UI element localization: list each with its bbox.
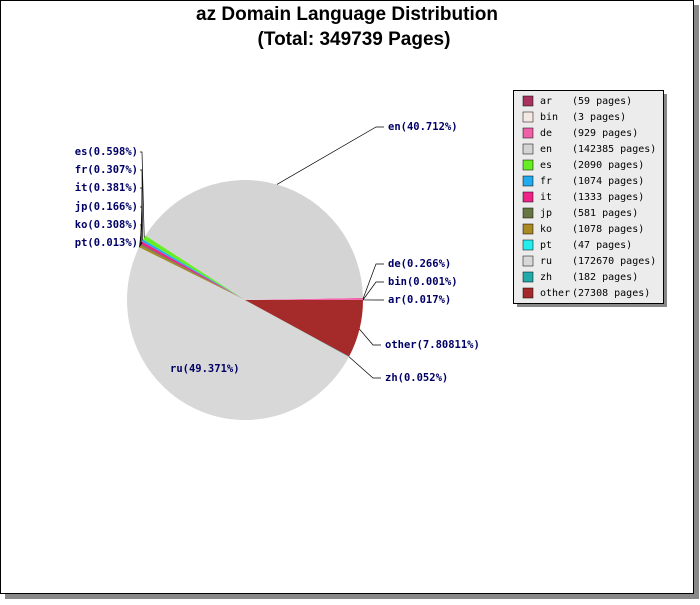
legend-swatch — [523, 256, 533, 266]
slice-label: ar(0.017%) — [388, 294, 451, 306]
legend-swatch — [523, 112, 533, 122]
legend-pages: (47 pages) — [572, 240, 632, 251]
legend-pages: (3 pages) — [572, 112, 626, 123]
legend-swatch — [523, 160, 533, 170]
legend-label: de — [540, 128, 552, 139]
legend-pages: (1333 pages) — [572, 192, 644, 203]
legend-swatch — [523, 224, 533, 234]
slice-label: it(0.381%) — [75, 182, 138, 194]
legend-swatch — [523, 288, 533, 298]
legend-pages: (1074 pages) — [572, 176, 644, 187]
slice-label: es(0.598%) — [75, 146, 138, 158]
legend-label: ru — [540, 256, 552, 267]
legend-label: it — [540, 192, 552, 203]
slice-label: ru(49.371%) — [170, 363, 240, 375]
legend-label: ar — [540, 96, 552, 107]
legend-swatch — [523, 272, 533, 282]
slice-label: fr(0.307%) — [75, 164, 138, 176]
slice-label: ko(0.308%) — [75, 219, 138, 231]
legend-pages: (1078 pages) — [572, 224, 644, 235]
slice-label: jp(0.166%) — [75, 201, 138, 213]
legend-pages: (182 pages) — [572, 272, 638, 283]
slice-label: de(0.266%) — [388, 258, 451, 270]
legend-label: jp — [540, 208, 552, 219]
legend-pages: (172670 pages) — [572, 256, 656, 267]
slice-label: zh(0.052%) — [385, 372, 448, 384]
legend-pages: (142385 pages) — [572, 144, 656, 155]
legend-swatch — [523, 176, 533, 186]
legend-label: en — [540, 144, 552, 155]
legend-pages: (929 pages) — [572, 128, 638, 139]
legend-label: fr — [540, 176, 552, 187]
chart-subtitle: (Total: 349739 Pages) — [258, 29, 451, 50]
legend-swatch — [523, 192, 533, 202]
legend-swatch — [523, 96, 533, 106]
slice-label: other(7.80811%) — [385, 339, 480, 351]
legend-pages: (581 pages) — [572, 208, 638, 219]
legend-swatch — [523, 240, 533, 250]
legend-pages: (27308 pages) — [572, 288, 650, 299]
slice-label: bin(0.001%) — [388, 276, 458, 288]
legend-label: ko — [540, 224, 552, 235]
legend-swatch — [523, 208, 533, 218]
chart-title: az Domain Language Distribution — [196, 4, 498, 25]
slice-label: pt(0.013%) — [75, 237, 138, 249]
legend-swatch — [523, 144, 533, 154]
legend-label: pt — [540, 240, 552, 251]
legend-label: bin — [540, 112, 558, 123]
legend-pages: (59 pages) — [572, 96, 632, 107]
slice-label: en(40.712%) — [388, 121, 458, 133]
legend-label: other — [540, 288, 570, 299]
legend-label: es — [540, 160, 552, 171]
legend-swatch — [523, 128, 533, 138]
legend-label: zh — [540, 272, 552, 283]
legend-pages: (2090 pages) — [572, 160, 644, 171]
